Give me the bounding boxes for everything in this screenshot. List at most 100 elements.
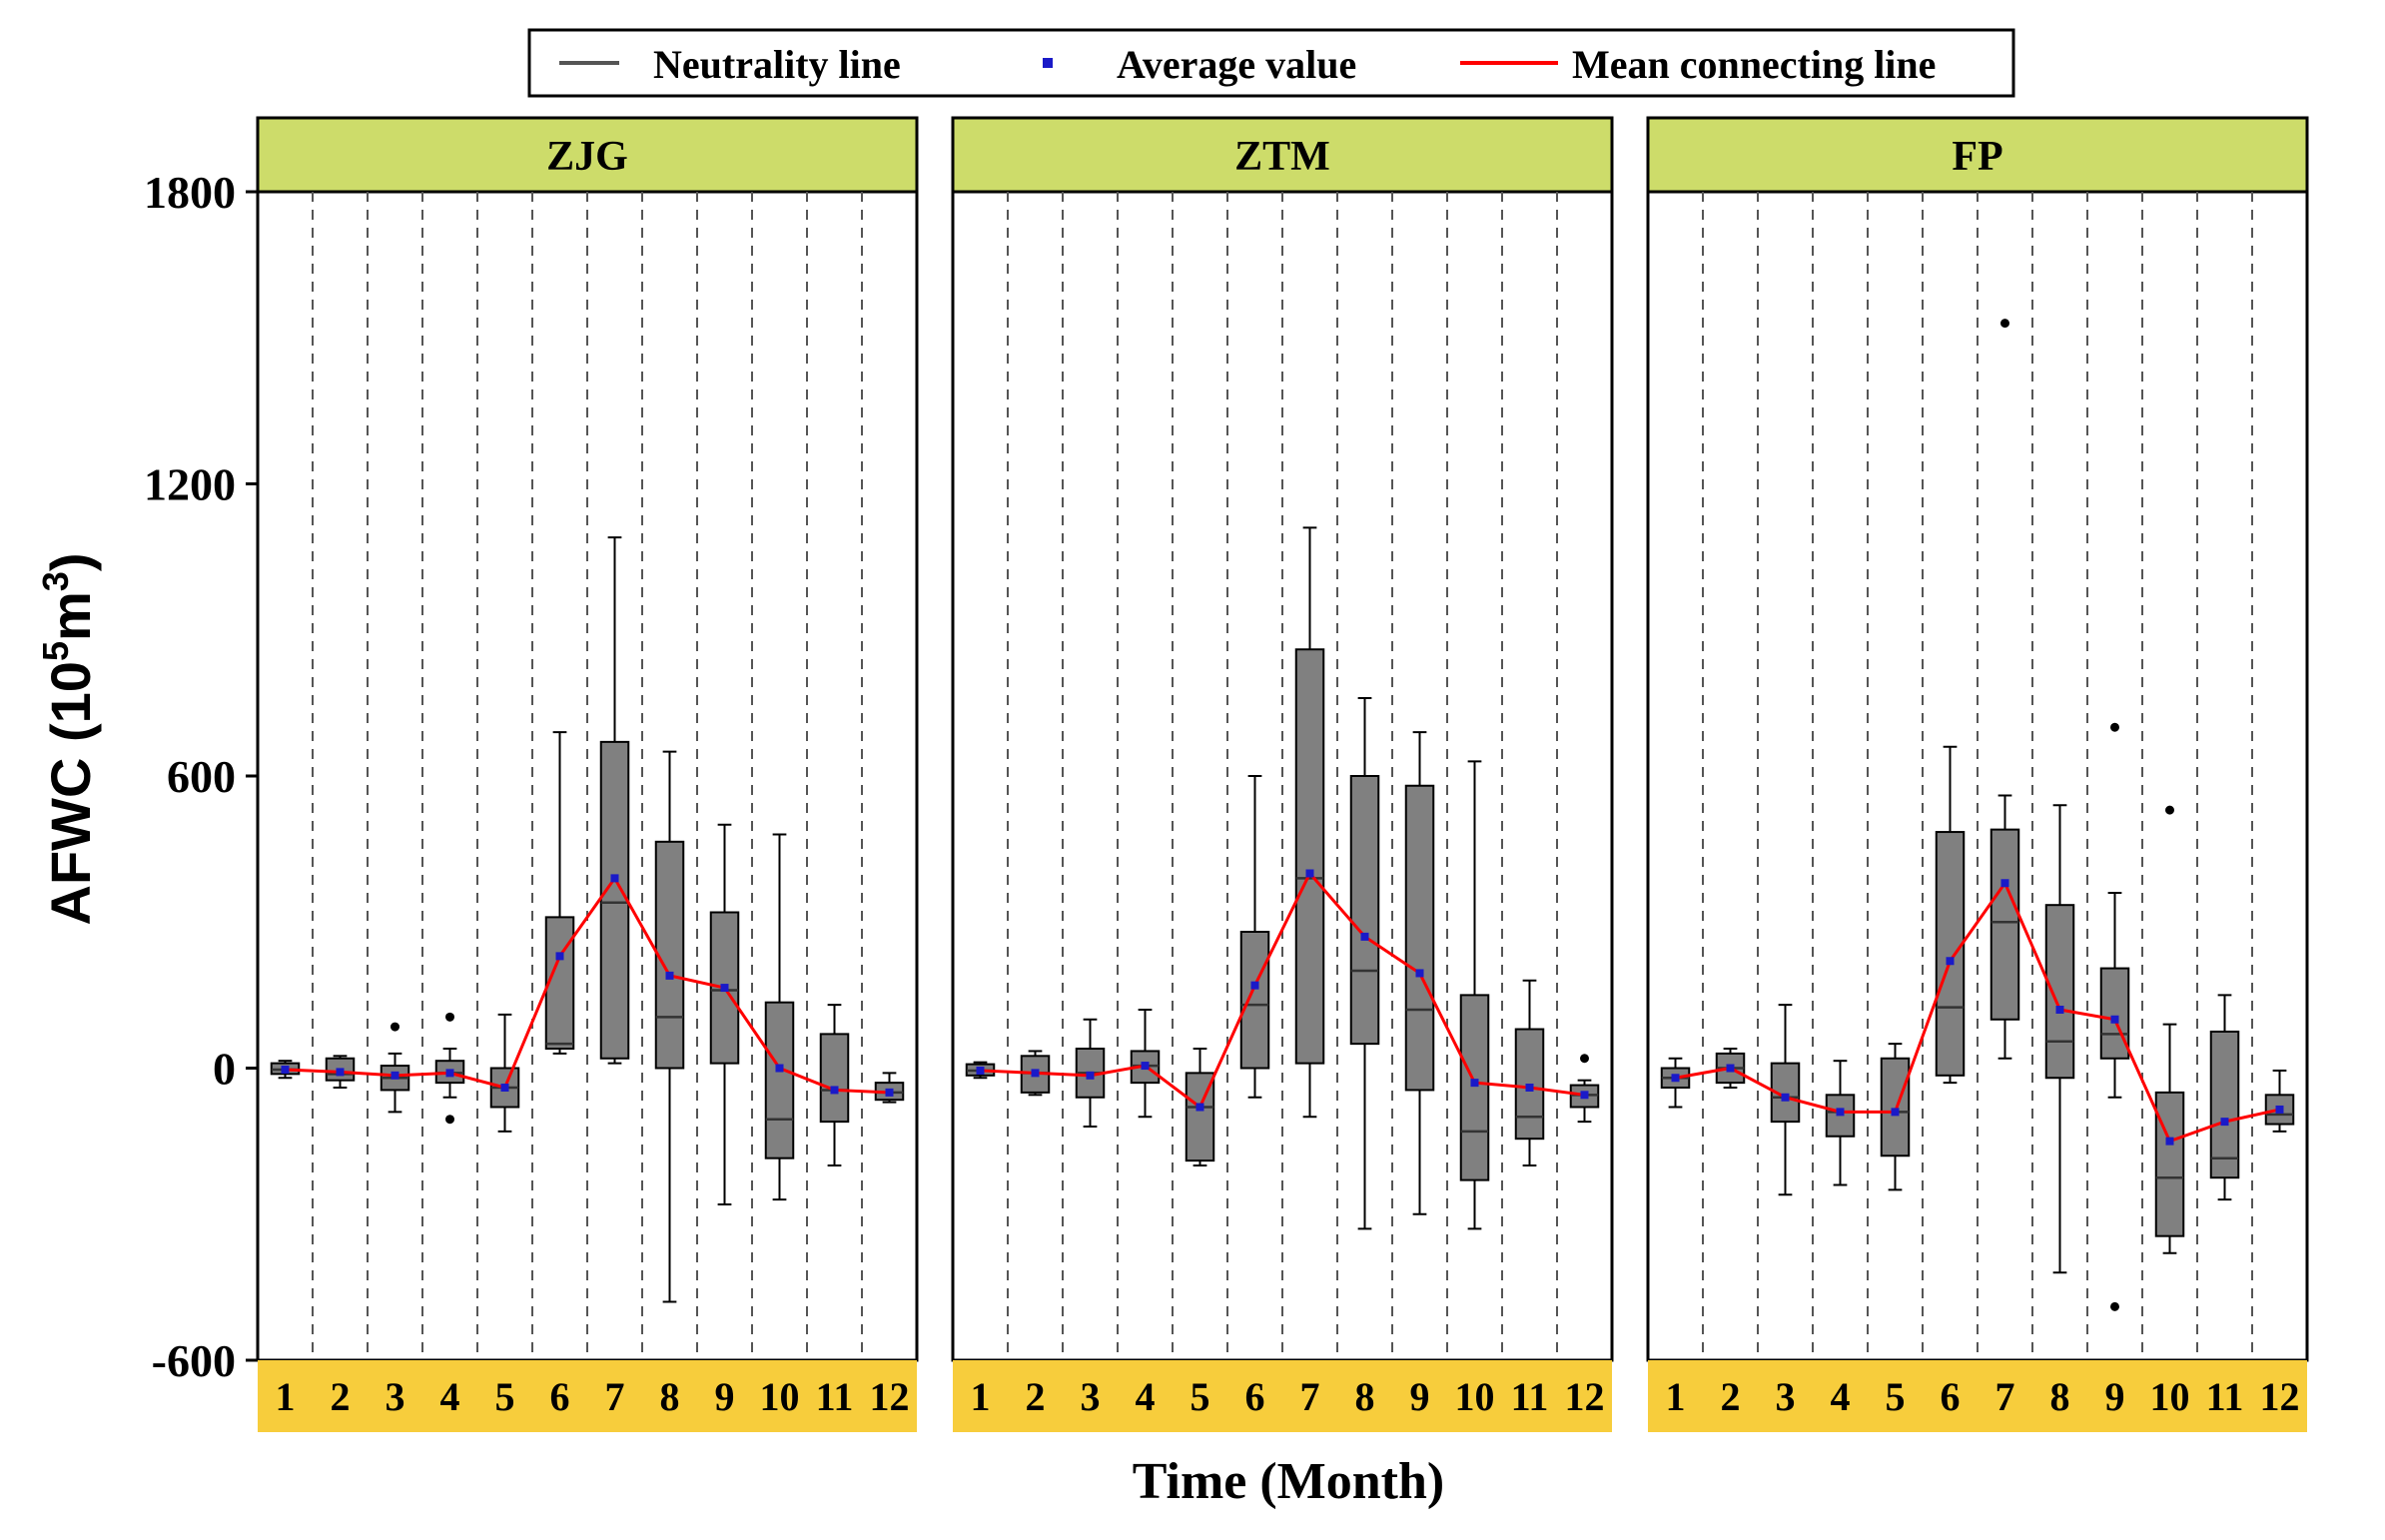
month-label: 5 xyxy=(495,1374,515,1419)
mean-point xyxy=(2055,1006,2064,1014)
mean-point xyxy=(1415,969,1424,978)
month-label: 7 xyxy=(1300,1374,1320,1419)
y-axis-title-main: AFWC (10 xyxy=(39,661,102,925)
mean-point xyxy=(1470,1079,1479,1088)
month-label: 1 xyxy=(1666,1374,1686,1419)
box-month-6 xyxy=(1935,745,1966,1085)
mean-point xyxy=(555,952,564,961)
month-label: 12 xyxy=(1565,1374,1605,1419)
mean-point xyxy=(1031,1069,1040,1078)
mean-point xyxy=(391,1071,399,1080)
legend-mean-line-label: Mean connecting line xyxy=(1572,42,1936,87)
y-axis-title: AFWC (105m3) xyxy=(35,553,102,926)
panel-strip xyxy=(1646,116,2309,194)
mean-connecting-line xyxy=(980,870,1585,1110)
box-body xyxy=(1880,1057,1911,1157)
mean-point xyxy=(1781,1093,1790,1102)
panel-fp: FP1 2 3 4 5 6 7 8 9 10 11 12 xyxy=(1646,116,2309,1432)
month-label: 10 xyxy=(1455,1374,1495,1419)
box-month-6 xyxy=(544,731,575,1055)
month-label: 7 xyxy=(605,1374,625,1419)
outlier-point xyxy=(2000,319,2009,329)
mean-point xyxy=(610,874,619,883)
legend: Neutrality line Average value Mean conne… xyxy=(527,28,2015,98)
month-label: 11 xyxy=(816,1374,854,1419)
month-strip xyxy=(953,1360,1612,1432)
mean-point xyxy=(775,1064,784,1073)
mean-point xyxy=(2165,1137,2174,1146)
panel-strip xyxy=(256,116,919,194)
box-body xyxy=(1935,831,1966,1077)
mean-point xyxy=(1525,1084,1534,1092)
month-label: 2 xyxy=(1026,1374,1046,1419)
mean-point xyxy=(1946,957,1955,966)
box-body xyxy=(2044,904,2075,1080)
mean-point xyxy=(336,1068,345,1077)
month-label: 3 xyxy=(1081,1374,1101,1419)
box-month-8 xyxy=(1349,697,1380,1230)
box-body xyxy=(1404,784,1435,1092)
mean-point xyxy=(281,1065,290,1074)
box-month-10 xyxy=(2154,805,2185,1254)
mean-point xyxy=(2000,879,2009,888)
box-body xyxy=(1349,775,1380,1046)
month-label: 5 xyxy=(1886,1374,1906,1419)
mean-point xyxy=(1305,869,1314,878)
outlier-point xyxy=(445,1115,454,1125)
y-axis-title-unit: m xyxy=(39,591,102,641)
month-label: 1 xyxy=(276,1374,296,1419)
box-month-8 xyxy=(654,750,685,1303)
box-month-7 xyxy=(1294,526,1325,1119)
box-body xyxy=(2209,1030,2240,1179)
y-axis-title-sup2: 3 xyxy=(35,571,76,591)
box-body xyxy=(1459,994,1490,1181)
box-month-10 xyxy=(1459,760,1490,1230)
mean-point xyxy=(1726,1064,1735,1073)
month-label: 11 xyxy=(1511,1374,1549,1419)
mean-point xyxy=(1671,1074,1680,1083)
box-month-7 xyxy=(1989,319,2020,1060)
box-body xyxy=(1239,931,1270,1070)
y-axis-title-close: ) xyxy=(39,553,102,572)
panel-title: FP xyxy=(1952,134,2002,180)
month-label: 11 xyxy=(2206,1374,2244,1419)
box-body xyxy=(819,1033,850,1124)
mean-point xyxy=(1360,932,1369,941)
legend-average-label: Average value xyxy=(1117,42,1356,87)
mean-point xyxy=(2110,1015,2119,1024)
month-strip xyxy=(1648,1360,2307,1432)
y-axis: -600 0 600 1200 1800 xyxy=(144,167,258,1386)
month-label: 3 xyxy=(386,1374,405,1419)
mean-point xyxy=(885,1088,894,1097)
mean-point xyxy=(1836,1108,1845,1117)
mean-point xyxy=(2275,1105,2284,1114)
month-label: 4 xyxy=(440,1374,460,1419)
box-month-12 xyxy=(2264,1069,2295,1133)
y-tick-label: 600 xyxy=(167,751,236,802)
outlier-point xyxy=(391,1022,399,1032)
mean-point xyxy=(665,971,674,980)
x-axis-title: Time (Month) xyxy=(1133,1453,1444,1510)
month-label: 5 xyxy=(1191,1374,1210,1419)
month-label: 3 xyxy=(1776,1374,1796,1419)
mean-point xyxy=(1580,1091,1589,1100)
month-label: 12 xyxy=(2260,1374,2300,1419)
month-label: 4 xyxy=(1136,1374,1156,1419)
box-month-9 xyxy=(709,823,740,1205)
mean-point xyxy=(500,1084,509,1092)
box-body xyxy=(2099,967,2130,1060)
y-tick-label: 1800 xyxy=(144,167,236,218)
box-body xyxy=(764,1001,795,1159)
month-label: 6 xyxy=(1941,1374,1961,1419)
month-strip xyxy=(258,1360,917,1432)
outlier-point xyxy=(1580,1054,1589,1064)
month-label: 10 xyxy=(2150,1374,2190,1419)
panel-title: ZJG xyxy=(546,134,628,180)
panel-title: ZTM xyxy=(1234,134,1330,180)
box-month-9 xyxy=(1404,731,1435,1215)
outlier-point xyxy=(2110,1301,2119,1311)
